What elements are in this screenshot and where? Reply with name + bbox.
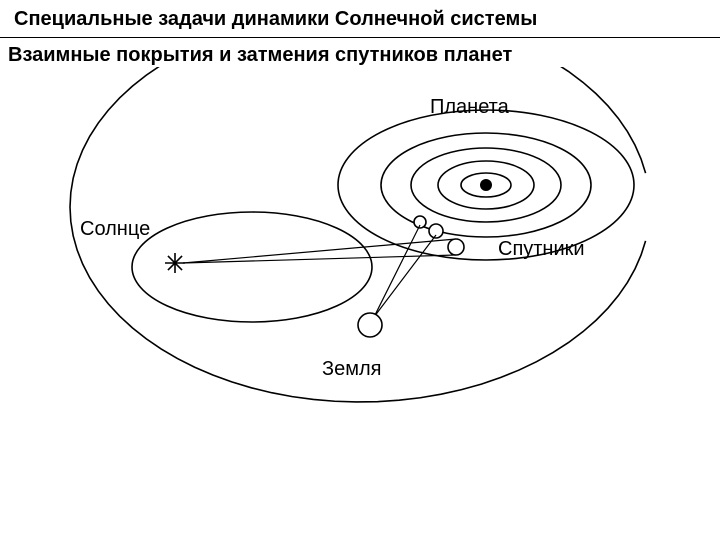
diagram: Планета Солнце Земля Спутники bbox=[0, 67, 720, 527]
label-sun: Солнце bbox=[80, 218, 150, 240]
label-satellites: Спутники bbox=[498, 238, 585, 260]
inner-ellipse bbox=[132, 212, 372, 322]
label-planet: Планета bbox=[430, 96, 510, 118]
earth-ray-0 bbox=[374, 225, 420, 317]
label-earth: Земля bbox=[322, 358, 381, 380]
page-title: Специальные задачи динамики Солнечной си… bbox=[14, 8, 537, 30]
planet-dot bbox=[480, 179, 492, 191]
sun-marker bbox=[165, 253, 185, 273]
diagram-svg: Планета Солнце Земля Спутники bbox=[0, 67, 720, 527]
satellite-2 bbox=[448, 239, 464, 255]
earth-marker bbox=[358, 313, 382, 337]
page-subtitle: Взаимные покрытия и затмения спутников п… bbox=[0, 38, 720, 67]
title-bar: Специальные задачи динамики Солнечной си… bbox=[0, 0, 720, 38]
